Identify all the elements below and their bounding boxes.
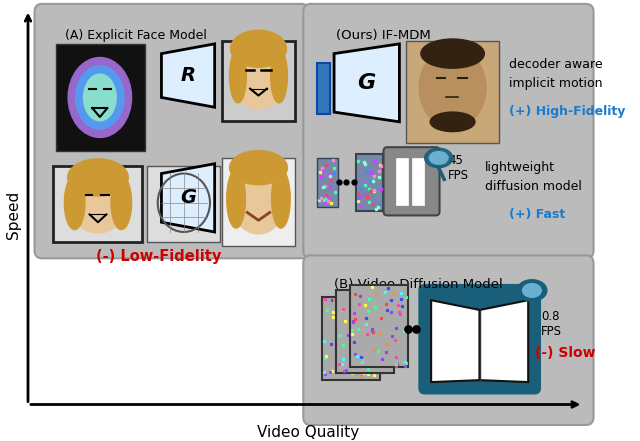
Text: G: G [180,188,196,207]
FancyBboxPatch shape [303,4,593,258]
Ellipse shape [230,150,287,185]
Text: (-) Slow: (-) Slow [535,346,595,360]
FancyBboxPatch shape [303,255,593,425]
Ellipse shape [65,176,85,230]
Ellipse shape [111,176,132,230]
Text: (+) High-Fidelity: (+) High-Fidelity [509,105,625,118]
FancyBboxPatch shape [322,297,380,380]
FancyBboxPatch shape [56,44,145,151]
FancyBboxPatch shape [419,284,540,394]
Ellipse shape [230,164,287,234]
FancyBboxPatch shape [317,64,330,114]
Text: lightweight
diffusion model: lightweight diffusion model [485,161,582,193]
FancyBboxPatch shape [412,158,424,205]
Text: Video Quality: Video Quality [257,425,359,440]
Text: (Ours) IF-MDM: (Ours) IF-MDM [336,29,431,42]
FancyBboxPatch shape [336,291,394,374]
Text: G: G [358,73,376,93]
Text: (B) Video Diffusion Model: (B) Video Diffusion Model [334,278,503,291]
Ellipse shape [76,66,124,129]
Ellipse shape [517,280,547,301]
Ellipse shape [424,148,452,168]
Polygon shape [431,300,479,382]
Text: (A) Explicit Face Model: (A) Explicit Face Model [65,29,207,42]
Text: (+) Fast: (+) Fast [509,208,565,220]
Polygon shape [334,44,399,122]
Ellipse shape [271,49,287,103]
FancyBboxPatch shape [317,158,338,207]
Ellipse shape [227,170,245,228]
Ellipse shape [84,74,116,121]
Ellipse shape [271,170,290,228]
FancyBboxPatch shape [396,158,408,205]
Ellipse shape [421,39,484,68]
FancyBboxPatch shape [222,41,295,121]
FancyBboxPatch shape [350,284,408,367]
Polygon shape [161,164,214,232]
Polygon shape [161,44,214,107]
FancyBboxPatch shape [222,158,295,246]
FancyBboxPatch shape [53,166,142,242]
Ellipse shape [419,48,486,128]
Ellipse shape [69,172,127,233]
Polygon shape [479,300,528,382]
Ellipse shape [429,152,448,164]
Ellipse shape [68,159,128,196]
Ellipse shape [430,112,475,131]
FancyBboxPatch shape [147,166,220,242]
Text: 0.8
FPS: 0.8 FPS [541,310,563,338]
Ellipse shape [230,49,246,103]
Text: (-) Low-Fidelity: (-) Low-Fidelity [96,249,221,264]
Ellipse shape [232,43,285,109]
Ellipse shape [523,284,541,297]
Ellipse shape [230,30,287,67]
Text: 45
FPS: 45 FPS [448,153,469,182]
FancyBboxPatch shape [356,154,383,210]
Text: R: R [181,66,196,85]
Ellipse shape [68,57,132,138]
Text: Speed: Speed [6,191,20,239]
FancyBboxPatch shape [406,41,499,143]
FancyBboxPatch shape [35,4,309,258]
Text: decoder aware
implicit motion: decoder aware implicit motion [509,59,602,90]
FancyBboxPatch shape [383,147,440,215]
